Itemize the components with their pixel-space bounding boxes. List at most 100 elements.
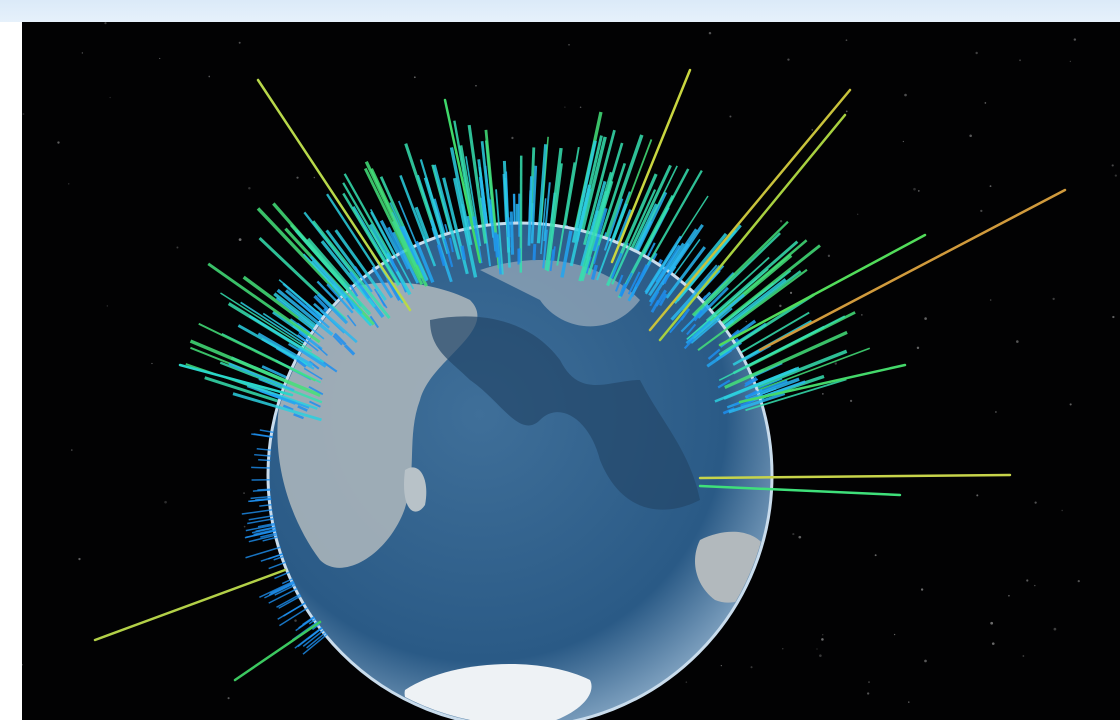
spike — [610, 68, 692, 264]
spike — [665, 246, 707, 299]
spike — [342, 192, 400, 287]
spike — [303, 367, 323, 380]
madagascar — [404, 467, 427, 512]
spike — [256, 447, 272, 451]
spike — [298, 330, 323, 351]
star — [908, 701, 910, 703]
spike — [363, 167, 424, 286]
spike — [443, 98, 482, 264]
spike — [705, 240, 799, 323]
star — [579, 106, 582, 109]
star — [821, 392, 824, 395]
spike — [317, 346, 328, 356]
spike — [590, 264, 598, 280]
spike — [364, 160, 423, 279]
spike — [744, 376, 758, 387]
star — [313, 176, 316, 179]
spike — [349, 284, 359, 297]
spike — [268, 561, 286, 570]
spike — [530, 165, 538, 244]
star — [779, 304, 782, 308]
star — [1069, 60, 1072, 63]
spike — [698, 484, 902, 497]
spike — [392, 231, 420, 284]
spike — [296, 358, 307, 368]
spike — [495, 189, 504, 275]
star — [995, 411, 997, 413]
star — [834, 362, 837, 365]
spike — [253, 528, 277, 536]
spike — [247, 518, 274, 525]
star — [208, 75, 211, 78]
star — [779, 220, 783, 223]
spike — [189, 339, 321, 398]
star — [857, 213, 859, 215]
spike — [443, 238, 454, 268]
star — [792, 533, 795, 536]
spike — [569, 184, 592, 267]
star — [782, 647, 784, 650]
star — [159, 57, 161, 60]
spike — [560, 230, 573, 278]
spike — [248, 498, 272, 503]
spike — [399, 174, 437, 267]
spike — [297, 347, 327, 368]
star — [893, 633, 896, 636]
spike — [583, 129, 616, 246]
spike — [316, 292, 349, 325]
spikes-front — [189, 124, 848, 655]
spike — [311, 623, 320, 631]
spike — [389, 257, 398, 273]
spike — [298, 616, 315, 629]
spike — [658, 113, 847, 342]
star — [1114, 174, 1117, 177]
spike — [264, 582, 296, 599]
star — [57, 141, 60, 144]
spike — [620, 272, 633, 297]
spike — [313, 302, 358, 344]
star — [916, 346, 920, 350]
star — [1019, 59, 1021, 62]
star — [980, 209, 983, 213]
star — [729, 115, 732, 118]
spike — [346, 314, 357, 327]
star — [1111, 164, 1114, 167]
spike — [543, 182, 551, 242]
spike — [241, 509, 273, 515]
spike — [634, 264, 649, 288]
spike — [740, 399, 754, 408]
globe-scene — [22, 22, 1120, 720]
spike — [308, 386, 324, 396]
spike — [302, 633, 328, 655]
spike — [685, 320, 712, 344]
spike — [728, 392, 786, 414]
spike — [655, 244, 682, 284]
spike — [283, 602, 306, 617]
star — [1052, 297, 1055, 301]
asia — [480, 260, 640, 327]
spike — [669, 315, 686, 334]
star — [975, 51, 978, 55]
star — [811, 129, 813, 131]
spike — [268, 587, 298, 604]
spike — [436, 244, 446, 267]
star — [78, 557, 81, 561]
spike — [250, 495, 271, 500]
star — [990, 621, 994, 625]
star — [1026, 579, 1029, 582]
spike — [697, 286, 729, 319]
star — [22, 663, 23, 666]
spike — [683, 338, 695, 350]
spike — [257, 332, 314, 367]
spike — [527, 176, 533, 246]
spike — [648, 274, 669, 303]
spike — [309, 255, 363, 315]
spike — [353, 266, 373, 293]
star — [238, 41, 241, 44]
spike — [274, 571, 290, 580]
spike — [245, 523, 276, 532]
star — [1034, 501, 1037, 504]
star — [296, 176, 299, 179]
star — [866, 692, 870, 695]
spike — [268, 553, 284, 560]
